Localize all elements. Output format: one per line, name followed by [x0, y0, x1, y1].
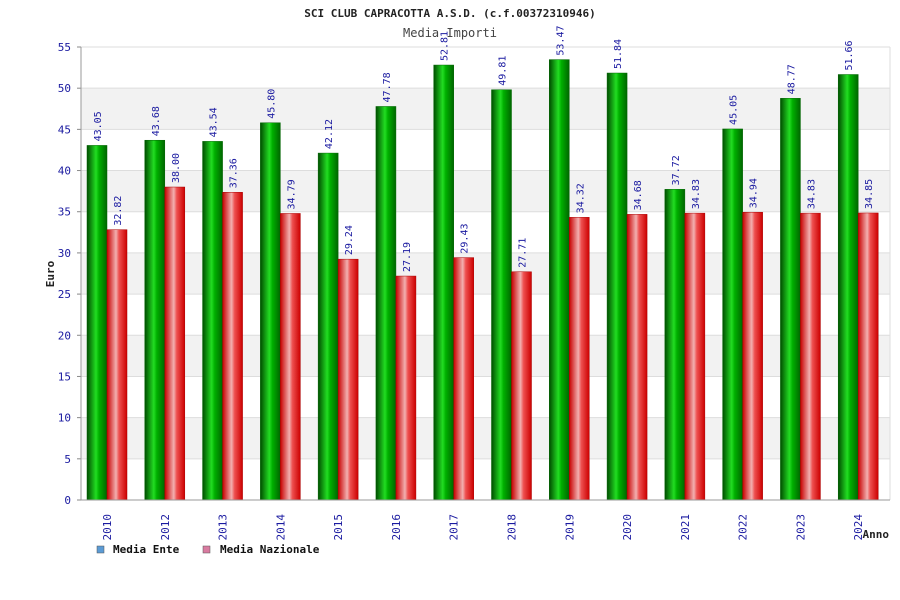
bar-media-ente-2018 — [491, 89, 512, 501]
bar-media-nazionale-2023 — [800, 212, 821, 501]
bar-media-nazionale-2010 — [106, 229, 128, 501]
value-label-media-nazionale-2021: 34.83 — [691, 179, 702, 209]
bar-media-nazionale-2017 — [453, 257, 474, 501]
x-axis-label: Anno — [863, 528, 890, 541]
bar-media-ente-2023 — [780, 98, 801, 501]
value-label-media-ente-2013: 43.54 — [209, 107, 220, 137]
bar-media-nazionale-2024 — [857, 212, 879, 501]
bar-media-nazionale-2021 — [684, 212, 706, 501]
y-tick-label: 35 — [58, 206, 71, 219]
value-label-media-ente-2012: 43.68 — [151, 106, 162, 136]
value-label-media-nazionale-2014: 34.79 — [286, 179, 297, 209]
x-tick-label-2016: 2016 — [390, 514, 403, 541]
bars — [86, 59, 879, 501]
bar-media-nazionale-2020 — [626, 214, 648, 501]
bar-media-ente-2022 — [722, 128, 743, 501]
value-label-media-ente-2017: 52.81 — [440, 31, 451, 61]
bar-media-ente-2016 — [375, 106, 397, 501]
x-tick-label-2018: 2018 — [506, 514, 519, 541]
y-tick-label: 55 — [58, 41, 71, 54]
x-tick-label-2019: 2019 — [563, 514, 576, 541]
value-label-media-ente-2010: 43.05 — [93, 111, 104, 141]
bar-media-nazionale-2015 — [337, 258, 359, 501]
y-tick-label: 50 — [58, 82, 71, 95]
bar-media-ente-2012 — [144, 139, 166, 501]
bar-media-nazionale-2014 — [280, 213, 301, 501]
bar-media-nazionale-2018 — [511, 271, 532, 501]
bar-media-ente-2019 — [549, 59, 570, 501]
legend-label-media-nazionale: Media Nazionale — [220, 543, 320, 556]
value-label-media-ente-2018: 49.81 — [498, 56, 509, 86]
legend: Media Ente Media Nazionale — [96, 543, 320, 556]
x-tick-label-2020: 2020 — [621, 514, 634, 541]
bar-media-nazionale-2019 — [569, 217, 590, 501]
value-label-media-nazionale-2012: 38.00 — [171, 153, 182, 183]
y-tick-label: 40 — [58, 165, 71, 178]
bar-media-ente-2013 — [202, 141, 223, 501]
value-label-media-nazionale-2022: 34.94 — [749, 178, 760, 208]
y-tick-label: 25 — [58, 288, 71, 301]
chart-title: SCI CLUB CAPRACOTTA A.S.D. (c.f.00372310… — [304, 7, 595, 20]
value-label-media-nazionale-2019: 34.32 — [575, 183, 586, 213]
value-label-media-nazionale-2020: 34.68 — [633, 180, 644, 210]
legend-swatch-media-ente — [96, 545, 105, 554]
x-tick-label-2022: 2022 — [737, 514, 750, 541]
value-label-media-ente-2022: 45.05 — [729, 95, 740, 125]
y-tick-label: 0 — [64, 494, 71, 507]
value-label-media-ente-2023: 48.77 — [786, 64, 797, 94]
bar-media-ente-2021 — [664, 189, 686, 501]
bar-media-nazionale-2012 — [164, 186, 186, 501]
y-tick-label: 5 — [64, 453, 71, 466]
value-label-media-nazionale-2016: 27.19 — [402, 242, 413, 272]
bar-media-ente-2015 — [317, 152, 339, 501]
value-label-media-nazionale-2017: 29.43 — [460, 223, 471, 253]
x-tick-label-2015: 2015 — [332, 514, 345, 541]
value-label-media-ente-2021: 37.72 — [671, 155, 682, 185]
x-tick-label-2010: 2010 — [101, 514, 114, 541]
x-tick-label-2017: 2017 — [448, 514, 461, 541]
y-tick-label: 30 — [58, 247, 71, 260]
legend-swatch-media-nazionale — [202, 545, 211, 554]
bar-media-ente-2020 — [606, 72, 628, 501]
y-axis-ticks: 0 5 10 15 20 25 30 35 40 45 50 55 — [58, 41, 81, 507]
value-label-media-ente-2016: 47.78 — [382, 72, 393, 102]
value-label-media-ente-2020: 51.84 — [613, 39, 624, 69]
value-label-media-nazionale-2015: 29.24 — [344, 225, 355, 255]
value-label-media-nazionale-2018: 27.71 — [518, 238, 529, 268]
bar-media-nazionale-2016 — [395, 275, 417, 501]
value-label-media-ente-2024: 51.66 — [844, 40, 855, 70]
value-label-media-nazionale-2023: 34.83 — [806, 179, 817, 209]
x-tick-label-2021: 2021 — [679, 514, 692, 541]
x-tick-label-2013: 2013 — [217, 514, 230, 541]
value-label-media-ente-2014: 45.80 — [266, 89, 277, 119]
value-label-media-ente-2019: 53.47 — [555, 25, 566, 55]
value-label-media-nazionale-2013: 37.36 — [229, 158, 240, 188]
bar-media-nazionale-2022 — [742, 211, 763, 501]
legend-label-media-ente: Media Ente — [113, 543, 180, 556]
bar-media-ente-2017 — [433, 64, 454, 501]
x-tick-label-2014: 2014 — [274, 514, 287, 541]
y-tick-label: 20 — [58, 329, 71, 342]
x-tick-label-2024: 2024 — [852, 514, 865, 541]
y-tick-label: 10 — [58, 412, 71, 425]
x-tick-label-2023: 2023 — [794, 514, 807, 541]
value-label-media-nazionale-2010: 32.82 — [113, 196, 124, 226]
y-axis-label: Euro — [44, 260, 57, 287]
bar-media-nazionale-2013 — [222, 192, 243, 501]
y-tick-label: 15 — [58, 370, 71, 383]
x-axis-ticks: 2010 2012 2013 2014 2015 2016 2017 2018 2019 2020… — [101, 514, 865, 541]
bar-media-ente-2024 — [837, 74, 859, 501]
value-label-media-ente-2015: 42.12 — [324, 119, 335, 149]
bar-media-ente-2014 — [260, 122, 281, 501]
chart-subtitle: Media Importi — [403, 26, 497, 40]
y-tick-label: 45 — [58, 123, 71, 136]
value-label-media-nazionale-2024: 34.85 — [864, 179, 875, 209]
bar-media-ente-2010 — [86, 145, 108, 501]
plot-band — [81, 88, 890, 130]
bar-value-labels: 43.05 32.82 43.68 38.00 43.54 37.36 45.80 34.79… — [93, 25, 875, 272]
x-tick-label-2012: 2012 — [159, 514, 172, 541]
